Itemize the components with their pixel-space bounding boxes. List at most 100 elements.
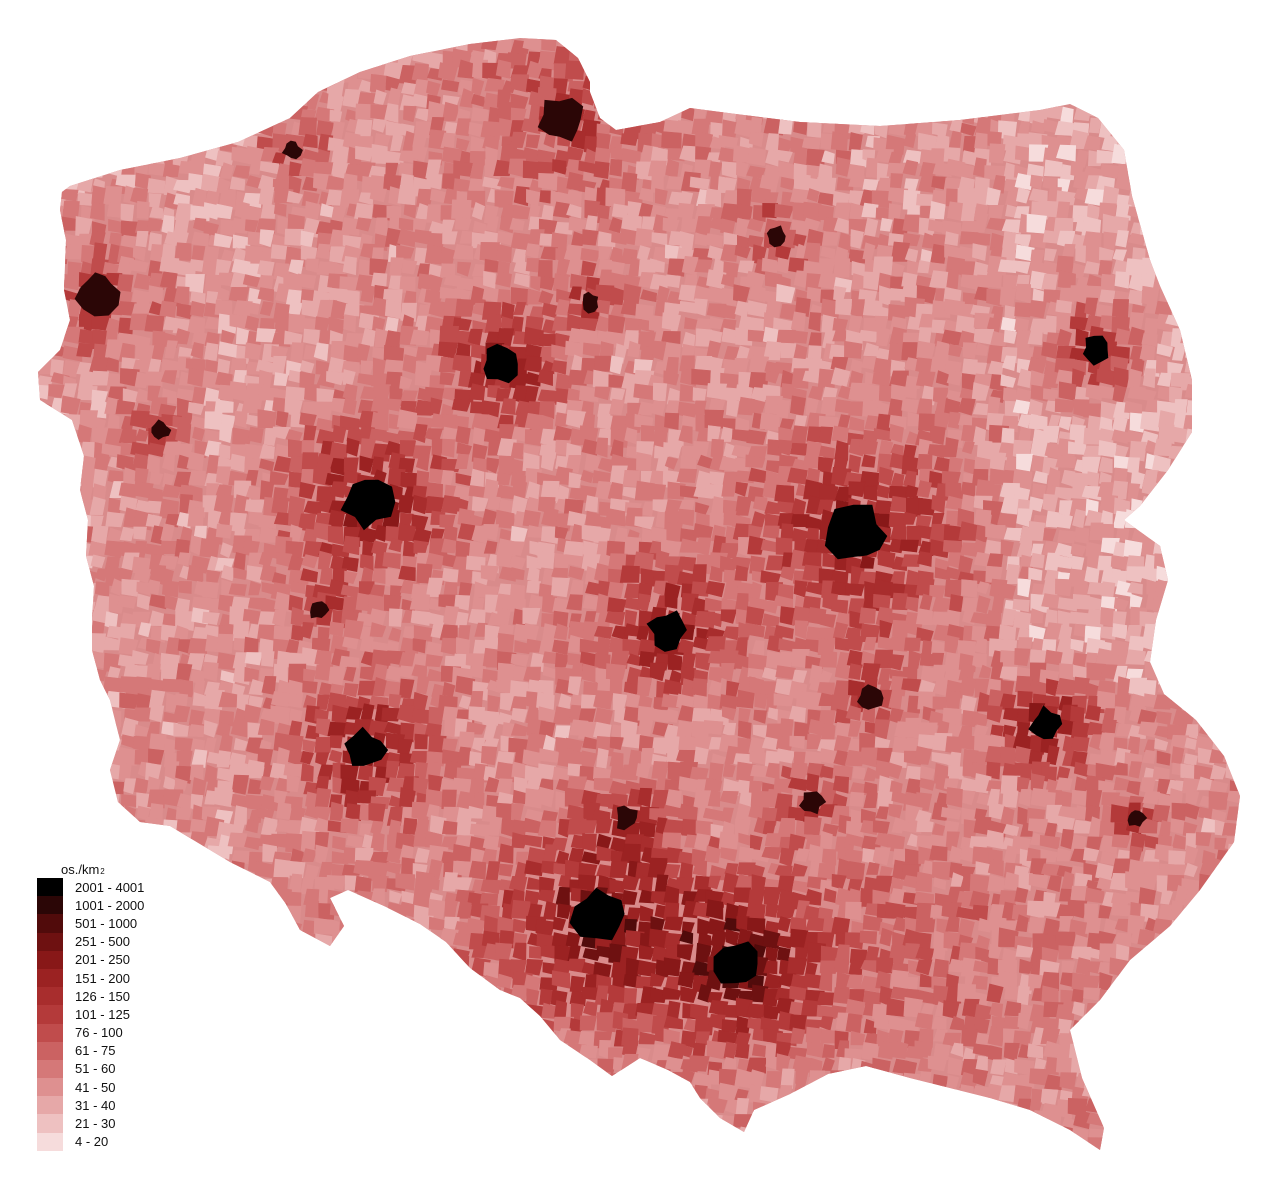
municipality-cell <box>79 51 95 69</box>
municipality-cell <box>38 92 41 113</box>
municipality-cell <box>1170 120 1190 135</box>
municipality-cell <box>90 135 110 153</box>
municipality-cell <box>215 371 233 387</box>
municipality-cell <box>793 73 809 94</box>
municipality-cell <box>468 608 486 626</box>
municipality-cell <box>1014 145 1031 161</box>
municipality-cell <box>821 150 835 165</box>
municipality-cell <box>625 63 643 81</box>
municipality-cell <box>1208 425 1227 443</box>
municipality-cell <box>691 564 707 585</box>
municipality-cell <box>22 610 36 628</box>
municipality-cell <box>38 705 51 725</box>
municipality-cell <box>1199 59 1217 79</box>
municipality-cell <box>1212 501 1227 516</box>
municipality-cell <box>1125 133 1143 149</box>
municipality-cell <box>272 609 287 627</box>
municipality-cell <box>567 763 582 777</box>
municipality-cell <box>204 411 223 431</box>
municipality-cell <box>1056 513 1073 529</box>
municipality-cell <box>254 106 276 125</box>
municipality-cell <box>761 38 780 53</box>
municipality-cell <box>931 93 945 109</box>
municipality-cell <box>848 106 869 126</box>
municipality-cell <box>48 103 65 121</box>
municipality-cell <box>235 74 251 93</box>
municipality-cell <box>609 158 623 177</box>
municipality-cell <box>38 358 53 375</box>
municipality-cell <box>596 49 617 65</box>
municipality-cell <box>1098 289 1116 304</box>
municipality-cell <box>989 451 1007 471</box>
municipality-cell <box>1170 206 1190 220</box>
municipality-cell <box>329 801 344 822</box>
municipality-cell <box>51 145 69 166</box>
municipality-cell <box>1127 289 1144 306</box>
municipality-cell <box>1210 540 1229 558</box>
municipality-cell <box>1002 63 1020 84</box>
municipality-cell <box>455 118 471 137</box>
municipality-cell <box>51 804 69 822</box>
municipality-cell <box>1196 515 1215 530</box>
municipality-cell <box>105 763 122 780</box>
municipality-cell <box>483 478 499 500</box>
municipality-cell <box>1241 107 1256 126</box>
municipality-cell <box>76 731 94 752</box>
municipality-cell <box>621 733 642 749</box>
municipality-cell <box>359 38 374 40</box>
municipality-cell <box>946 269 960 290</box>
municipality-cell <box>538 786 555 808</box>
municipality-cell <box>162 21 179 34</box>
municipality-cell <box>1195 318 1213 335</box>
municipality-cell <box>593 778 613 792</box>
municipality-cell <box>25 578 37 596</box>
municipality-cell <box>524 355 542 373</box>
municipality-cell <box>1197 303 1211 320</box>
municipality-cell <box>158 65 176 84</box>
municipality-cell <box>119 692 139 710</box>
municipality-cell <box>1242 625 1260 641</box>
municipality-cell <box>1214 163 1231 179</box>
municipality-cell <box>1099 38 1115 50</box>
municipality-cell <box>1183 538 1200 556</box>
municipality-cell <box>1028 299 1047 319</box>
municipality-cell <box>789 47 807 68</box>
municipality-cell <box>75 719 91 735</box>
municipality-cell <box>720 218 736 235</box>
municipality-cell <box>38 679 43 699</box>
municipality-cell <box>1170 624 1184 640</box>
municipality-cell <box>234 38 249 41</box>
municipality-cell <box>234 410 248 429</box>
municipality-cell <box>75 93 95 112</box>
municipality-cell <box>636 451 652 472</box>
municipality-cell <box>1017 49 1035 68</box>
municipality-cell <box>1153 438 1172 457</box>
municipality-cell <box>60 711 78 725</box>
municipality-cell <box>1184 577 1201 597</box>
municipality-cell <box>920 38 934 41</box>
municipality-cell <box>1239 329 1240 344</box>
municipality-cell <box>1237 230 1240 247</box>
municipality-cell <box>1185 468 1201 489</box>
municipality-cell <box>899 539 919 553</box>
municipality-cell <box>584 18 600 37</box>
municipality-cell <box>1243 569 1260 583</box>
municipality-cell <box>147 64 165 80</box>
municipality-cell <box>149 116 163 137</box>
municipality-cell <box>38 761 39 781</box>
municipality-cell <box>1212 415 1229 432</box>
municipality-cell <box>74 525 95 543</box>
municipality-cell <box>38 88 55 109</box>
municipality-cell <box>62 473 82 486</box>
municipality-cell <box>676 468 698 484</box>
municipality-cell <box>61 527 80 542</box>
municipality-cell <box>287 734 304 753</box>
municipality-cell <box>1111 298 1130 319</box>
municipality-cell <box>930 66 949 80</box>
municipality-cell <box>845 583 865 597</box>
municipality-cell <box>580 48 597 66</box>
municipality-cell <box>156 38 178 52</box>
municipality-cell <box>1141 63 1163 79</box>
municipality-cell <box>38 173 54 192</box>
municipality-cell <box>1142 790 1161 805</box>
